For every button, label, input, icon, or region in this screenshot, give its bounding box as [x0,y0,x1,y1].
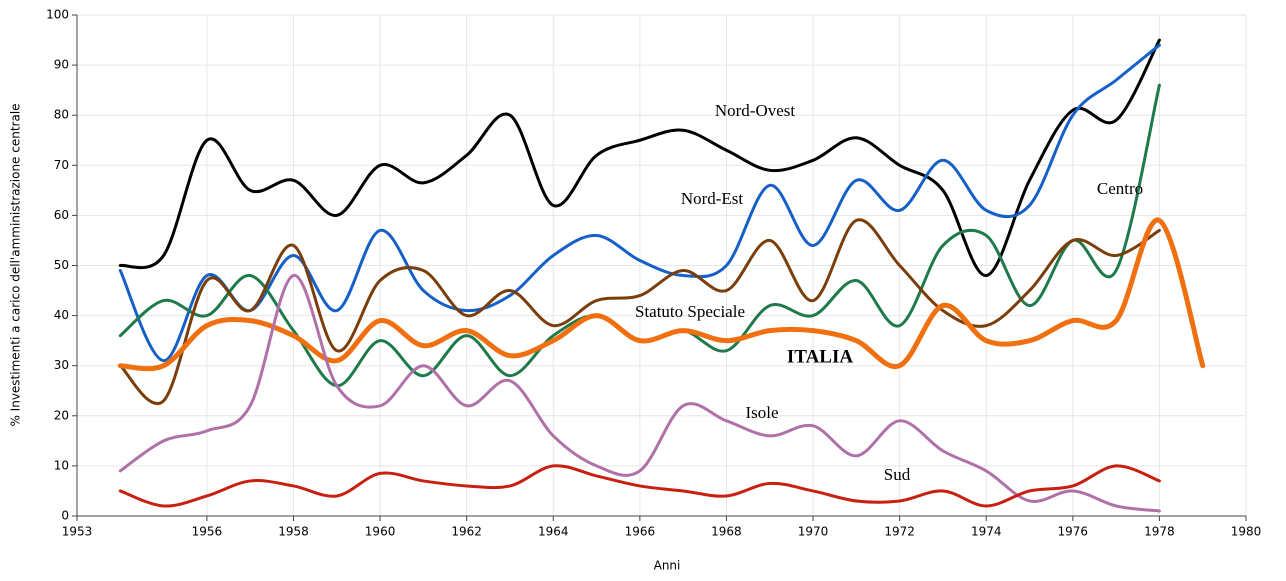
series-label: Statuto Speciale [635,302,745,321]
series-line [118,38,1161,278]
y-tick-label: 100 [46,8,69,22]
x-tick-label: 1958 [278,525,309,539]
y-tick-label: 10 [54,458,69,472]
x-tick-label: 1964 [538,525,569,539]
y-tick-label: 50 [54,258,69,272]
x-tick-label: 1978 [1144,525,1175,539]
x-tick-label: 1968 [711,525,742,539]
x-tick-label: 1980 [1231,525,1262,539]
y-tick-label: 0 [61,509,69,523]
y-tick-label: 70 [54,158,69,172]
x-tick-label: 1974 [971,525,1002,539]
series-line [118,43,1161,363]
x-tick-label: 1972 [884,525,915,539]
series-label: Isole [745,403,778,422]
y-axis-label: % Investimenti a carico dell'amministraz… [9,103,23,426]
y-tick-label: 90 [54,58,69,72]
series-label: Nord-Est [681,189,744,208]
x-tick-label: 1962 [451,525,482,539]
x-tick-label: 1953 [62,525,93,539]
series-label: Centro [1097,179,1143,198]
x-tick-label: 1970 [798,525,829,539]
series-line [118,464,1161,508]
x-axis-label: Anni [654,559,681,573]
series-label: Sud [884,465,911,484]
y-tick-label: 30 [54,358,69,372]
x-tick-label: 1976 [1058,525,1089,539]
series-label: Nord-Ovest [715,101,796,120]
x-tick-label: 1956 [192,525,223,539]
series-line [117,217,1206,372]
x-tick-label: 1960 [365,525,396,539]
y-tick-label: 40 [54,308,69,322]
y-tick-label: 60 [54,208,69,222]
series-line [118,274,1161,513]
y-tick-label: 80 [54,108,69,122]
y-tick-label: 20 [54,408,69,422]
series-label: ITALIA [787,346,853,367]
x-tick-label: 1966 [625,525,656,539]
series-line [118,218,1161,405]
